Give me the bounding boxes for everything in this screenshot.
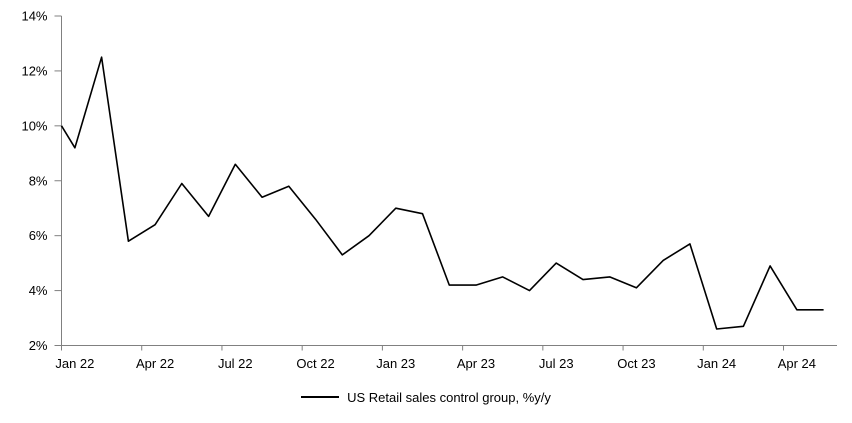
x-tick-label: Jan 24	[697, 356, 736, 371]
x-tick-label: Apr 22	[136, 356, 174, 371]
y-tick-label: 14%	[21, 9, 47, 24]
x-tick-label: Jan 22	[55, 356, 94, 371]
x-tick-label: Oct 23	[617, 356, 655, 371]
y-tick-label: 10%	[21, 118, 47, 133]
x-tick-label: Jul 22	[218, 356, 253, 371]
legend-series-label: US Retail sales control group, %y/y	[347, 389, 551, 405]
line-chart-canvas: 14% 12% 10% 8% 6% 4% 2% Jan 22 Apr 22 Jul 22 Oct 2…	[21, 9, 837, 371]
data-line-series	[60, 56, 824, 330]
y-tick-label: 8%	[29, 173, 48, 188]
x-tick-label: Jul 23	[539, 356, 574, 371]
y-tick-label: 2%	[29, 338, 48, 353]
x-tick-label: Jan 23	[376, 356, 415, 371]
x-tick-label: Apr 23	[457, 356, 495, 371]
x-tick-label: Oct 22	[296, 356, 334, 371]
y-tick-label: 4%	[29, 283, 48, 298]
y-tick-label: 12%	[21, 63, 47, 78]
legend-line-marker	[301, 396, 340, 398]
x-tick-label: Apr 24	[778, 356, 816, 371]
y-tick-label: 6%	[29, 228, 48, 243]
chart-legend: US Retail sales control group, %y/y	[0, 388, 852, 406]
